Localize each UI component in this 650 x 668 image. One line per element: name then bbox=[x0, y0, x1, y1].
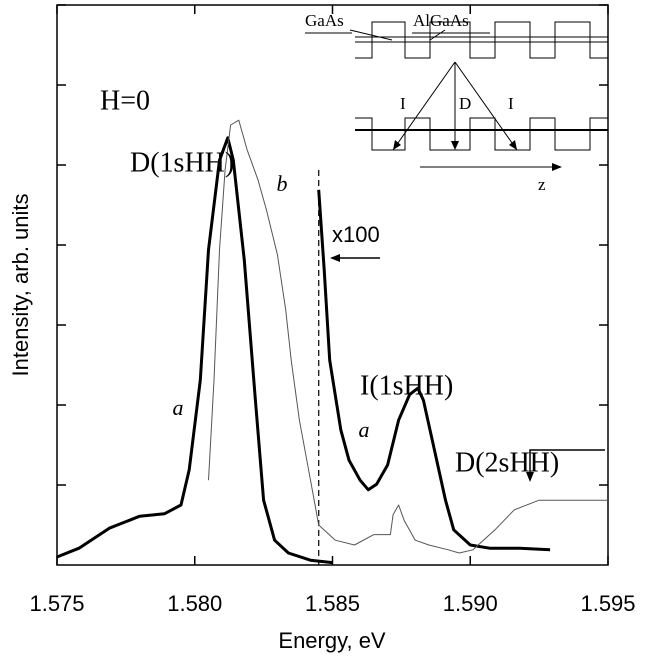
inset-well bbox=[355, 117, 608, 151]
inset-arrow bbox=[392, 61, 456, 151]
inset-label: I bbox=[400, 94, 406, 113]
inset-well bbox=[355, 21, 608, 59]
arrowhead bbox=[552, 163, 562, 171]
inset-pointer bbox=[429, 29, 446, 41]
annotation: H=0 bbox=[100, 85, 150, 116]
y-axis-label: Intensity, arb. units bbox=[8, 193, 33, 376]
x-tick-label: 1.590 bbox=[443, 591, 498, 616]
arrowhead bbox=[526, 472, 534, 482]
spectrum-line bbox=[56, 136, 333, 565]
inset-label: AlGaAs bbox=[413, 11, 469, 30]
inset-label: D bbox=[459, 94, 471, 113]
inset-label: z bbox=[538, 175, 546, 194]
arrowhead bbox=[330, 254, 340, 262]
x-axis-label: Energy, eV bbox=[278, 628, 386, 653]
x-tick-label: 1.595 bbox=[580, 591, 635, 616]
inset-pointer bbox=[349, 29, 393, 41]
annotation: a bbox=[359, 417, 370, 442]
arrowhead bbox=[509, 140, 517, 150]
inset-label: GaAs bbox=[305, 11, 344, 30]
annotation: a bbox=[173, 395, 184, 420]
annotation: x100 bbox=[332, 222, 380, 247]
spectrum-line bbox=[208, 119, 608, 554]
annotation: b bbox=[277, 171, 288, 196]
annotation: I(1sHH) bbox=[360, 370, 453, 401]
inset-arrowheads bbox=[393, 140, 562, 171]
arrowhead bbox=[393, 140, 401, 150]
arrowhead bbox=[451, 141, 459, 150]
x-tick-label: 1.580 bbox=[167, 591, 222, 616]
x-tick-label: 1.575 bbox=[29, 591, 84, 616]
x-tick-label: 1.585 bbox=[305, 591, 360, 616]
annotation: D(1sHH) bbox=[130, 147, 234, 178]
inset-arrow bbox=[454, 61, 518, 151]
annotation-arrows bbox=[332, 257, 605, 478]
annotation: D(2sHH) bbox=[455, 447, 559, 478]
inset-diagram bbox=[305, 21, 608, 168]
spectrum-line bbox=[317, 189, 551, 552]
annotation-arrow bbox=[529, 449, 605, 478]
inset-label: I bbox=[508, 94, 514, 113]
